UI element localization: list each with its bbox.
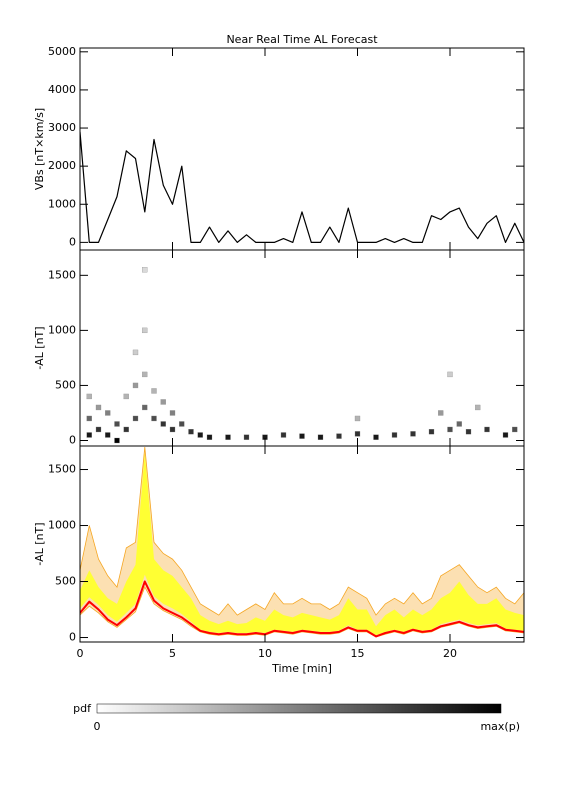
y-axis-label: VBs [nT×km/s] (33, 108, 46, 190)
chart-title: Near Real Time AL Forecast (226, 33, 378, 46)
plot-frame (79, 445, 525, 643)
band (80, 447, 524, 638)
y-axis-label: -AL [nT] (33, 326, 46, 369)
density-cell (475, 404, 481, 411)
x-tick-label: 5 (169, 647, 176, 660)
density-cell (206, 434, 213, 440)
density-cell (95, 426, 102, 433)
density-cell (86, 393, 92, 400)
density-cell (299, 433, 305, 439)
density-cell (373, 434, 379, 440)
density-cell (105, 432, 111, 438)
density-cell (197, 432, 203, 438)
colorbar-label: pdf (73, 702, 92, 715)
density-cell (86, 432, 92, 438)
y-tick-label: 1000 (48, 323, 76, 336)
density-cell (160, 421, 166, 427)
density-cell (142, 371, 148, 378)
density-cell (123, 426, 129, 433)
y-tick-label: 2000 (48, 159, 76, 172)
y-tick-label: 3000 (48, 121, 76, 134)
y-tick-label: 5000 (48, 45, 76, 58)
density-cell (317, 434, 324, 440)
density-cell (336, 433, 342, 439)
plot-frame (79, 249, 525, 447)
density-cell (354, 415, 361, 422)
data-line (80, 580, 524, 638)
density-cell (502, 432, 509, 438)
density-cell (169, 410, 176, 416)
density-cell (86, 415, 92, 422)
density-cell (354, 431, 361, 437)
density-cell (188, 429, 194, 435)
density-cell (123, 393, 129, 400)
density-cell (151, 415, 157, 422)
density-cell (243, 434, 250, 440)
density-cell (169, 426, 176, 433)
density-cell (447, 371, 453, 378)
x-tick-label: 20 (443, 647, 457, 660)
density-cell (410, 431, 416, 437)
density-cell (142, 404, 148, 411)
plot-frame (79, 47, 525, 251)
density-cell (428, 429, 435, 435)
density-cell (114, 421, 120, 427)
y-tick-label: 1500 (48, 463, 76, 476)
density-cell (512, 426, 518, 433)
density-cell (132, 382, 139, 389)
density-cell (95, 404, 102, 411)
colorbar-min: 0 (94, 720, 101, 733)
density-cell (447, 426, 453, 433)
density-cell (142, 267, 148, 273)
density-cell (132, 349, 139, 356)
density-cell (456, 421, 462, 427)
colorbar (96, 703, 502, 714)
density-cell (465, 429, 472, 435)
density-cell (142, 327, 148, 334)
y-tick-label: 500 (55, 378, 76, 391)
density-cell (132, 415, 139, 422)
y-tick-label: 1000 (48, 197, 76, 210)
x-tick-label: 10 (258, 647, 272, 660)
density-cell (160, 399, 166, 405)
density-cell (114, 437, 120, 444)
y-tick-label: 0 (69, 631, 76, 644)
y-tick-label: 0 (69, 235, 76, 248)
density-cell (225, 434, 231, 440)
density-cell (280, 432, 287, 438)
density-cell (391, 432, 398, 438)
y-tick-label: 0 (69, 433, 76, 446)
density-cell (179, 421, 185, 427)
density-cell (105, 410, 111, 416)
density-cell (151, 388, 157, 394)
x-tick-label: 0 (77, 647, 84, 660)
band (80, 452, 524, 636)
data-line (80, 131, 524, 243)
density-cell (438, 410, 444, 416)
y-tick-label: 1000 (48, 519, 76, 532)
x-axis-label: Time [min] (271, 662, 332, 675)
y-tick-label: 4000 (48, 83, 76, 96)
y-tick-label: 500 (55, 575, 76, 588)
colorbar-max: max(p) (480, 720, 520, 733)
y-tick-label: 1500 (48, 268, 76, 281)
x-tick-label: 15 (351, 647, 365, 660)
density-cell (484, 426, 490, 433)
y-axis-label: -AL [nT] (33, 522, 46, 565)
